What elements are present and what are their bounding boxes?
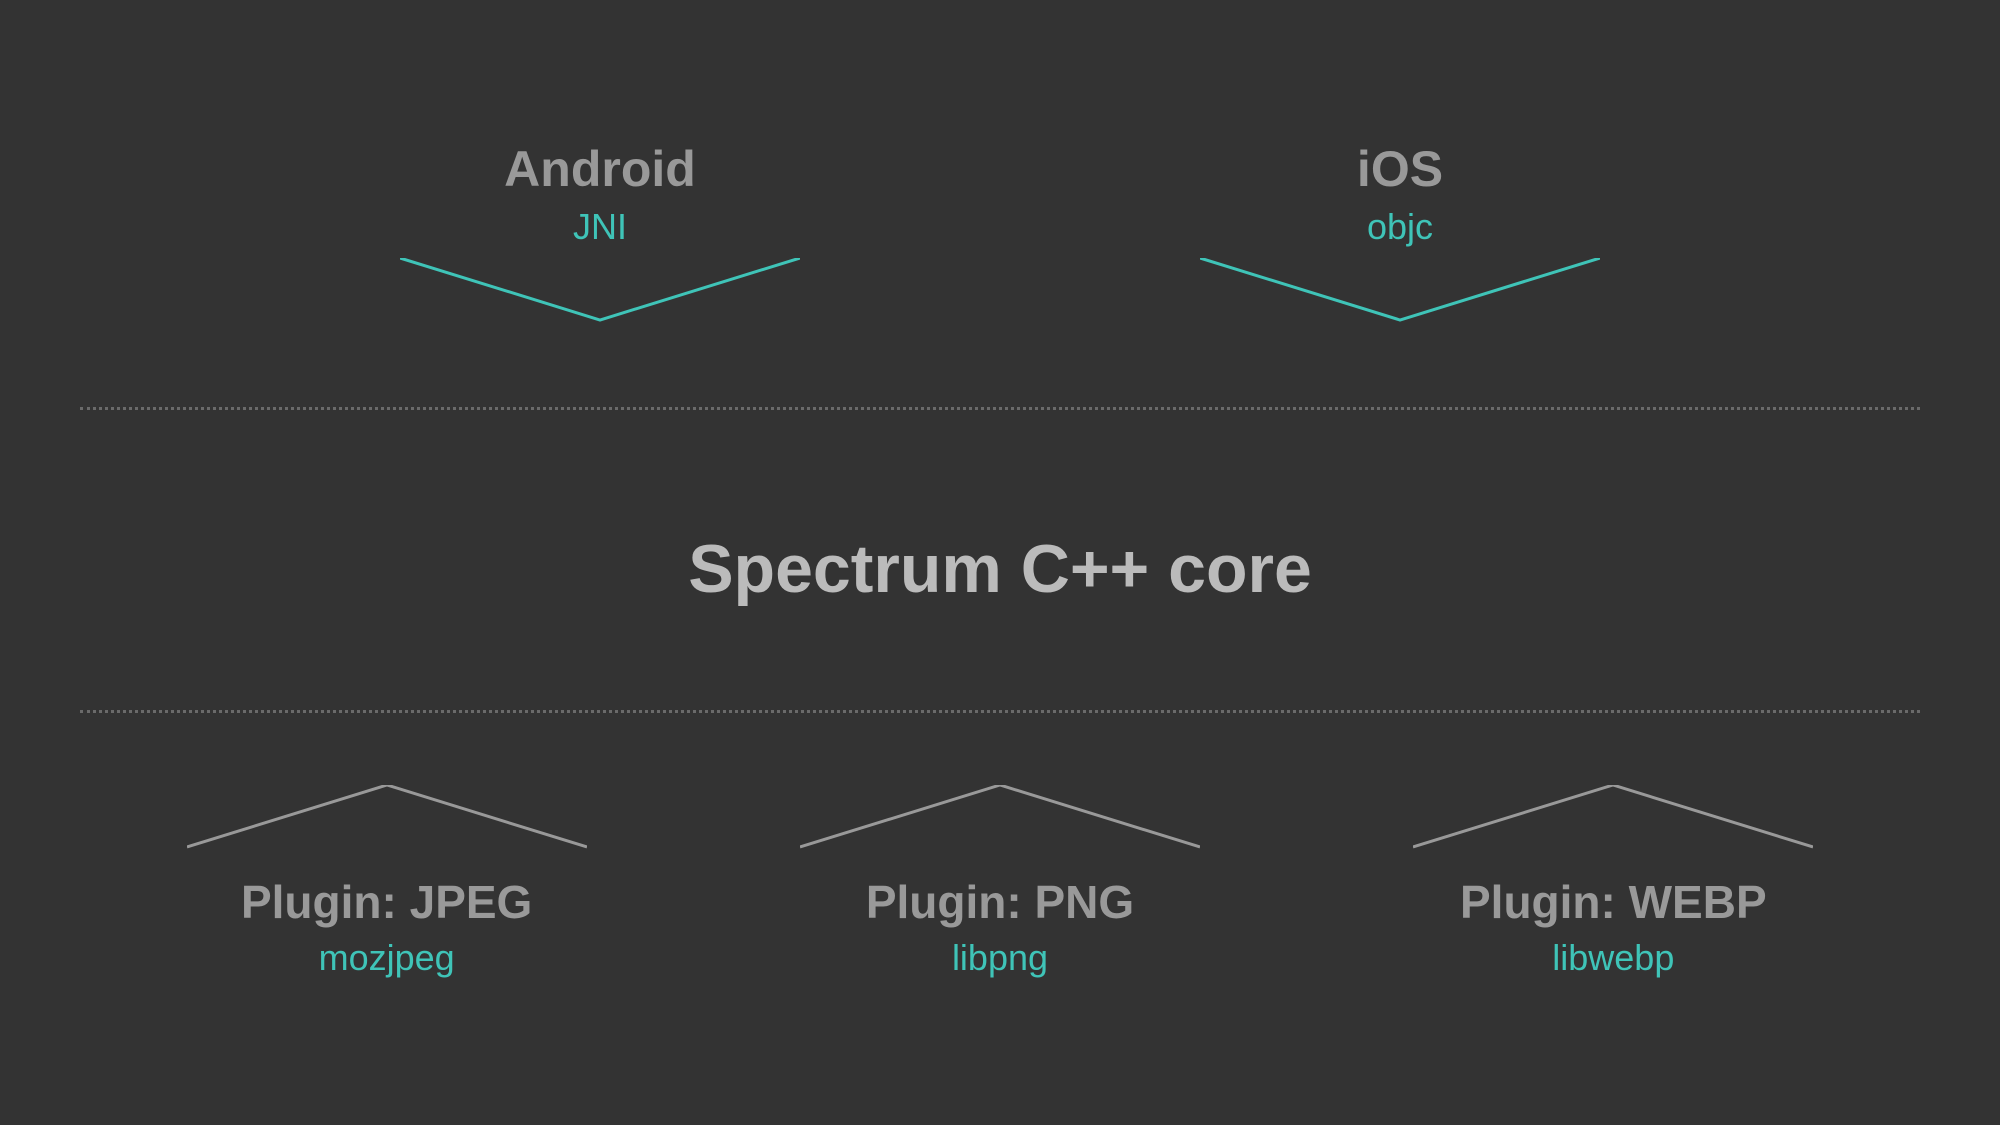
platform-ios: iOS objc [1200, 140, 1600, 323]
platforms-row: Android JNI iOS objc [0, 140, 2000, 323]
plugin-title: Plugin: WEBP [1460, 875, 1767, 929]
platform-android: Android JNI [400, 140, 800, 323]
plugin-title: Plugin: PNG [866, 875, 1134, 929]
plugin-title: Plugin: JPEG [241, 875, 532, 929]
chevron-up-icon [1413, 785, 1813, 850]
plugin-png: Plugin: PNG libpng [800, 785, 1200, 979]
plugin-webp: Plugin: WEBP libwebp [1413, 785, 1813, 979]
plugins-row: Plugin: JPEG mozjpeg Plugin: PNG libpng … [0, 785, 2000, 979]
platform-title: Android [504, 140, 696, 198]
plugin-subtitle: libpng [952, 937, 1048, 979]
platform-title: iOS [1357, 140, 1443, 198]
chevron-up-icon [187, 785, 587, 850]
platform-subtitle: JNI [573, 206, 627, 248]
chevron-down-icon [1200, 258, 1600, 323]
chevron-up-icon [800, 785, 1200, 850]
divider-bottom [80, 710, 1920, 713]
plugin-subtitle: mozjpeg [319, 937, 455, 979]
divider-top [80, 407, 1920, 410]
plugin-subtitle: libwebp [1552, 937, 1674, 979]
chevron-down-icon [400, 258, 800, 323]
plugin-jpeg: Plugin: JPEG mozjpeg [187, 785, 587, 979]
platform-subtitle: objc [1367, 206, 1433, 248]
center-title: Spectrum C++ core [0, 530, 2000, 608]
